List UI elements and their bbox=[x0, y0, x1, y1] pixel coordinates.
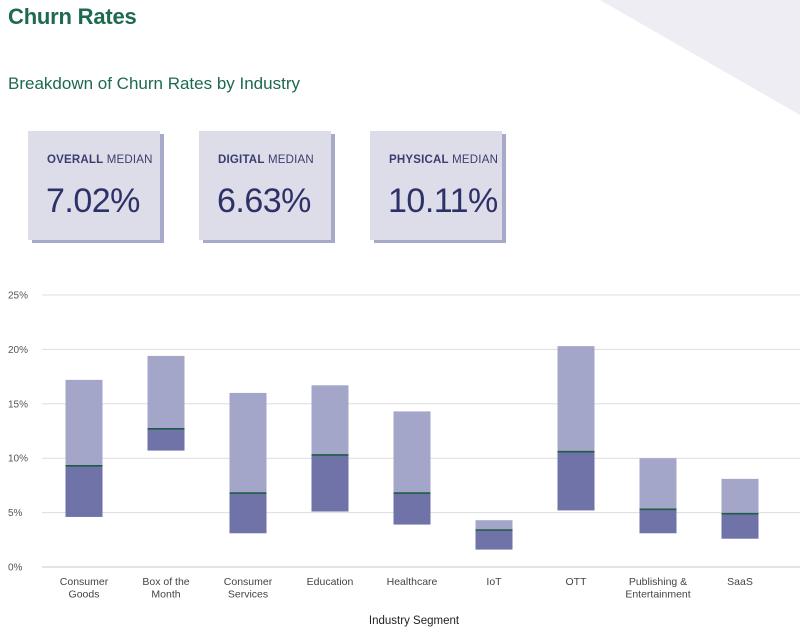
category-label: Education bbox=[307, 576, 354, 588]
category-label: Goods bbox=[69, 589, 100, 601]
upper-box bbox=[311, 385, 349, 455]
card-value: 7.02% bbox=[46, 182, 140, 220]
lower-box bbox=[311, 454, 349, 512]
lower-box bbox=[639, 509, 677, 534]
y-tick-label: 10% bbox=[8, 454, 28, 465]
upper-box bbox=[229, 392, 267, 494]
lower-box bbox=[557, 451, 595, 511]
card-value: 6.63% bbox=[217, 182, 311, 220]
lower-box bbox=[147, 428, 185, 451]
digital-median-card: DIGITAL MEDIAN 6.63% bbox=[199, 131, 331, 240]
category-label: Consumer bbox=[60, 576, 109, 588]
y-tick-label: 20% bbox=[8, 345, 28, 356]
upper-box bbox=[147, 355, 185, 429]
upper-box bbox=[393, 411, 431, 494]
upper-box bbox=[557, 346, 595, 452]
category-label: Entertainment bbox=[625, 589, 690, 601]
card-label: DIGITAL MEDIAN bbox=[218, 154, 314, 166]
y-tick-label: 0% bbox=[8, 563, 23, 574]
overall-median-card: OVERALL MEDIAN 7.02% bbox=[28, 131, 160, 240]
lower-box bbox=[393, 493, 431, 525]
physical-median-card: PHYSICAL MEDIAN 10.11% bbox=[370, 131, 502, 240]
upper-box bbox=[639, 458, 677, 510]
lower-box bbox=[721, 513, 759, 539]
category-label: IoT bbox=[486, 576, 502, 588]
chart-subtitle: Breakdown of Churn Rates by Industry bbox=[8, 74, 300, 93]
x-axis-title: Industry Segment bbox=[369, 615, 460, 627]
category-label: Box of the bbox=[142, 576, 189, 588]
category-label: Month bbox=[151, 589, 180, 601]
upper-box bbox=[721, 478, 759, 514]
card-value: 10.11% bbox=[388, 182, 498, 220]
y-tick-label: 25% bbox=[8, 291, 28, 302]
y-tick-label: 5% bbox=[8, 508, 23, 519]
y-tick-label: 15% bbox=[8, 399, 28, 410]
category-label: OTT bbox=[566, 576, 588, 588]
card-label: OVERALL MEDIAN bbox=[47, 154, 153, 166]
card-label: PHYSICAL MEDIAN bbox=[389, 154, 499, 166]
lower-box bbox=[229, 493, 267, 534]
lower-box bbox=[475, 530, 513, 550]
category-label: SaaS bbox=[727, 576, 753, 588]
category-label: Healthcare bbox=[387, 576, 438, 588]
lower-box bbox=[65, 465, 103, 517]
page-title: Churn Rates bbox=[8, 4, 137, 29]
upper-box bbox=[65, 379, 103, 466]
corner-decoration bbox=[600, 0, 800, 115]
upper-box bbox=[475, 520, 513, 531]
category-label: Publishing & bbox=[629, 576, 687, 588]
category-label: Consumer bbox=[224, 576, 273, 588]
category-label: Services bbox=[228, 589, 268, 601]
